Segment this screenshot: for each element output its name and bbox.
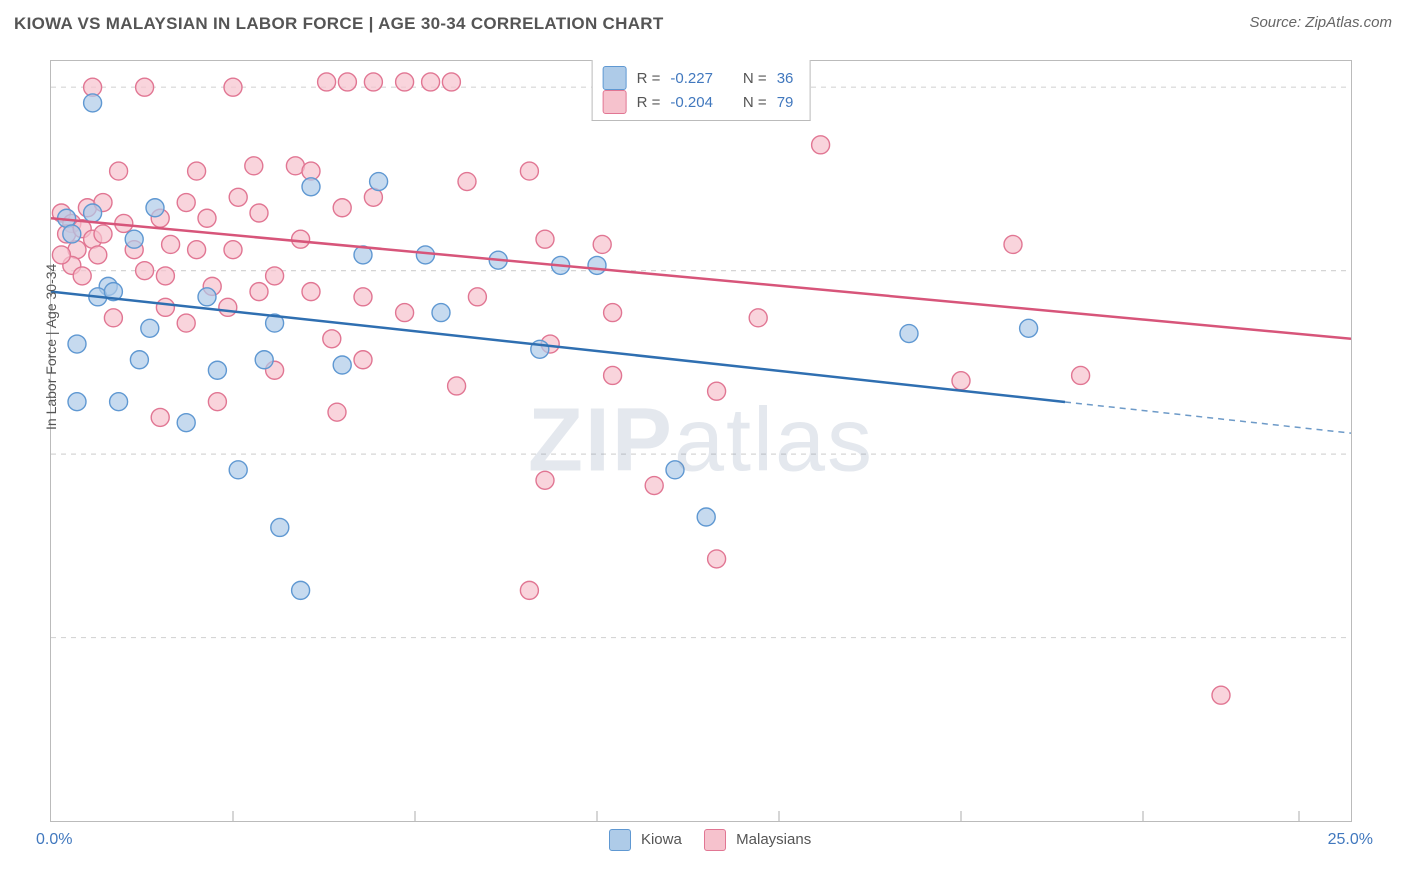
swatch-kiowa — [603, 66, 627, 90]
watermark: ZIPatlas — [528, 390, 874, 493]
legend-label-malaysians: Malaysians — [736, 831, 811, 848]
watermark-rest: atlas — [674, 391, 874, 491]
correlation-legend: R = -0.227 N = 36 R = -0.204 N = 79 — [592, 60, 811, 121]
r-value-malaysians: -0.204 — [670, 94, 713, 111]
y-axis-label: In Labor Force | Age 30-34 — [43, 264, 59, 430]
r-value-kiowa: -0.227 — [670, 70, 713, 87]
correlation-row-kiowa: R = -0.227 N = 36 — [603, 66, 794, 90]
legend-label-kiowa: Kiowa — [641, 831, 682, 848]
swatch-malaysians — [603, 90, 627, 114]
x-tick-0: 0.0% — [36, 831, 72, 849]
source-attribution: Source: ZipAtlas.com — [1249, 14, 1392, 31]
r-label: R = — [637, 94, 661, 111]
legend-swatch-kiowa — [609, 829, 631, 851]
correlation-row-malaysians: R = -0.204 N = 79 — [603, 90, 794, 114]
n-value-malaysians: 79 — [777, 94, 794, 111]
n-label: N = — [743, 70, 767, 87]
x-tick-25: 25.0% — [1328, 831, 1373, 849]
n-value-kiowa: 36 — [777, 70, 794, 87]
series-legend: Kiowa Malaysians — [51, 829, 1351, 851]
n-label: N = — [743, 94, 767, 111]
chart-title: KIOWA VS MALAYSIAN IN LABOR FORCE | AGE … — [14, 14, 664, 34]
legend-swatch-malaysians — [704, 829, 726, 851]
watermark-bold: ZIP — [528, 391, 674, 491]
plot-area: In Labor Force | Age 30-34 ZIPatlas R = … — [50, 60, 1352, 822]
r-label: R = — [637, 70, 661, 87]
